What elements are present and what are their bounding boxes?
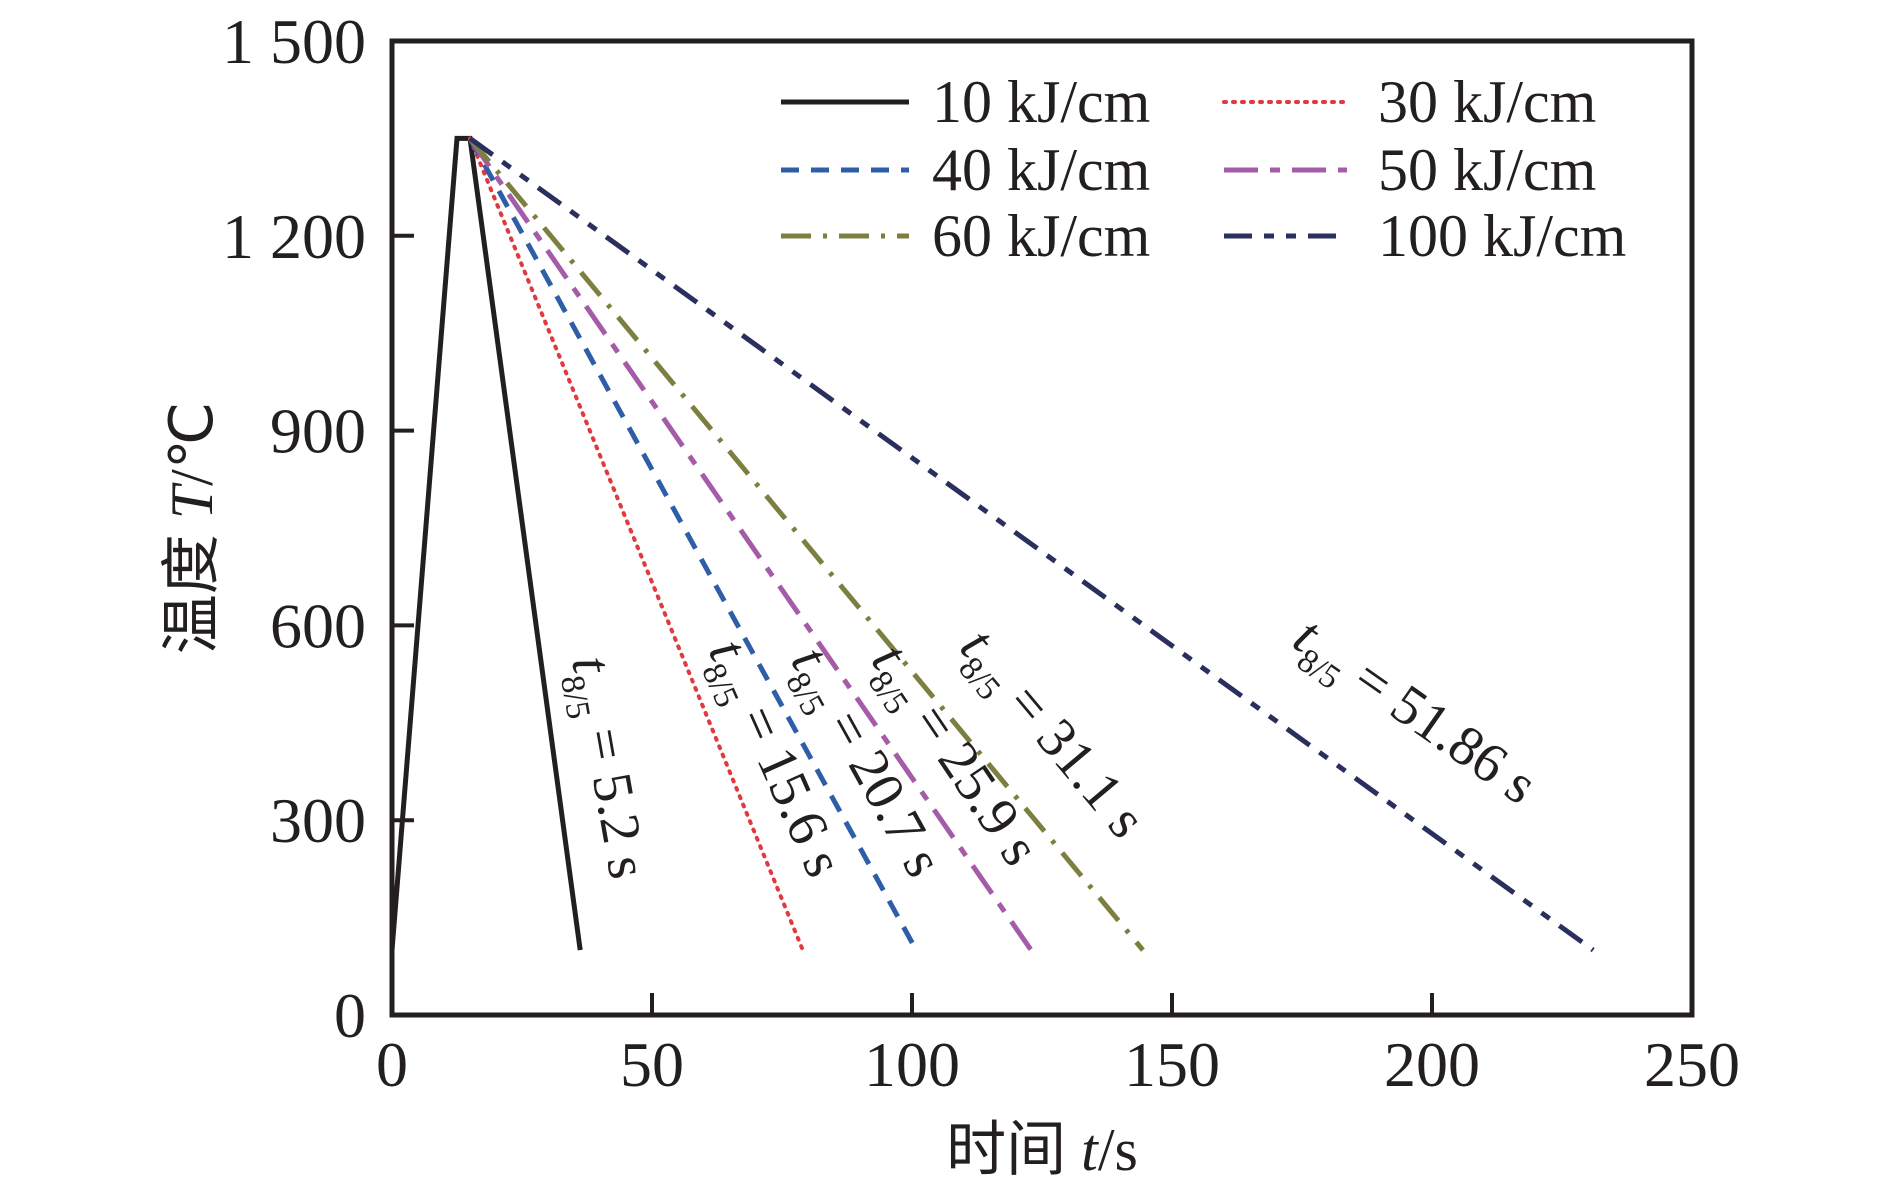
y-axis-title: 温度 T/℃ [159,402,225,654]
x-tick-label: 50 [620,1029,684,1100]
y-axis-title-prefix: 温度 [159,519,225,654]
y-tick-label: 1 500 [222,6,366,77]
y-tick-label: 300 [270,785,366,856]
y-axis-title-unit: /℃ [159,402,225,486]
x-axis-title-var: t [1081,1117,1099,1183]
t85-annotation: t8/5= 51.86 s [1277,605,1547,824]
annotation-var: t [559,651,623,679]
legend-label: 100 kJ/cm [1378,203,1626,269]
x-tick-label: 0 [376,1029,408,1100]
series-line-1 [389,135,583,951]
plot-frame [389,38,1695,1018]
legend-item: 30 kJ/cm [1222,69,1596,135]
legend-label: 50 kJ/cm [1378,137,1596,203]
series-line-5 [468,136,1145,952]
annotation-subscript: 8/5 [553,673,597,722]
x-tick-label: 150 [1124,1029,1220,1100]
legend-item: 10 kJ/cm [781,69,1150,135]
x-axis-title-prefix: 时间 [946,1117,1081,1183]
t85-annotation: t8/5= 15.6 s [688,630,856,889]
x-tick-label: 200 [1384,1029,1480,1100]
legend-label: 60 kJ/cm [932,203,1150,269]
legend-label: 30 kJ/cm [1378,69,1596,135]
annotations: t8/5= 5.2 st8/5= 15.6 st8/5= 20.7 st8/5=… [553,605,1548,889]
series-line-3 [467,137,919,952]
series-line-4 [467,136,1034,952]
series-line-6 [468,136,1595,953]
x-tick-label: 250 [1644,1029,1740,1100]
legend-item: 40 kJ/cm [781,137,1150,203]
y-tick-label: 1 200 [222,201,366,272]
legend-item: 60 kJ/cm [781,203,1150,269]
y-tick-label: 0 [334,980,366,1051]
y-tick-label: 900 [270,396,366,467]
legend-item: 50 kJ/cm [1224,137,1596,203]
legend-label: 10 kJ/cm [932,69,1150,135]
y-axis-title-var: T [159,482,225,519]
ticks-layer: 0 50 100 150 200 250 0 300 600 900 1 200 1 500 [222,6,1740,1100]
annotation-value: = 5.2 s [572,723,659,883]
legend-label: 40 kJ/cm [932,137,1150,203]
series-line-2 [468,136,805,953]
y-tick-label: 600 [270,590,366,661]
legend-item: 100 kJ/cm [1224,203,1626,269]
x-axis-title: 时间 t/s [946,1117,1138,1183]
legend: 10 kJ/cm 30 kJ/cm 40 kJ/cm 50 kJ/cm 60 kJ/cm… [781,69,1626,269]
series-layer [389,135,1595,953]
x-tick-label: 100 [864,1029,960,1100]
x-axis-title-unit: /s [1098,1117,1138,1183]
